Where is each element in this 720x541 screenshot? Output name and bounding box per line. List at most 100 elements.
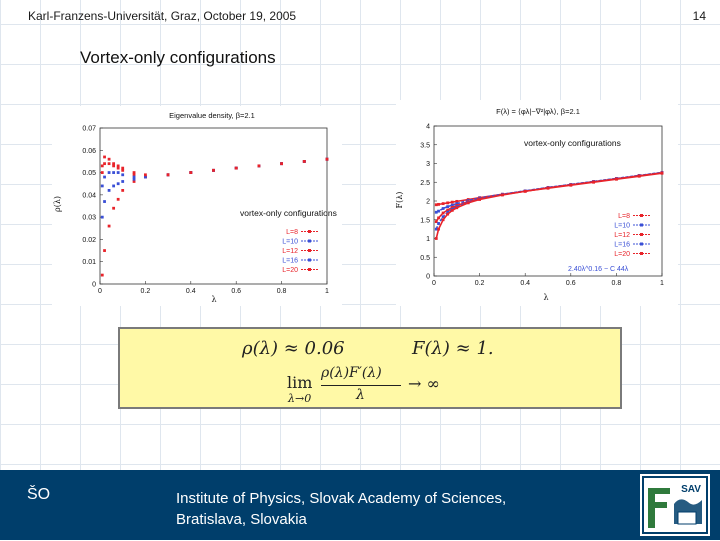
formula-lim: lim [287,373,313,392]
plot-frame [99,127,328,285]
y-tick-label: 2 [426,199,430,206]
data-point [446,212,450,216]
data-point [100,273,104,277]
legend-marker [640,242,643,246]
data-point [450,200,454,204]
data-point [132,175,136,179]
legend-marker [308,258,311,262]
y-tick-label: 0.05 [82,170,96,177]
data-point [478,198,481,201]
legend-label: L=12 [614,232,630,239]
y-axis-label: F(λ) [396,192,404,209]
data-point [112,171,116,174]
legend-label: L=20 [282,267,298,274]
legend-label: L=10 [282,239,298,246]
x-axis-label: λ [543,293,548,302]
data-point [112,164,116,168]
y-tick-label: 4 [426,124,430,131]
data-point [116,197,120,201]
legend-marker [308,239,311,243]
data-point [121,168,125,172]
data-point [441,207,445,210]
data-point [166,173,170,177]
data-point [112,162,116,166]
data-point [116,166,120,170]
fit-label: 2.40λ^0.16 − C 44λ [568,266,629,273]
y-tick-label: 0.02 [82,237,96,244]
data-point [234,166,238,170]
data-point [637,174,641,178]
header-conference: Karl-Franzens-Universität, Graz, October… [28,9,297,23]
data-point [446,210,450,214]
y-tick-label: 1.5 [420,217,430,224]
data-point [132,173,136,177]
formula-rho: ρ(λ) ≈ 0.06 [242,338,345,359]
formula-f: F(λ) ≈ 1. [412,338,494,359]
legend-marker [308,268,311,271]
formula-lim-sub: λ→0 [288,392,312,405]
fraction-bar [321,385,401,386]
data-point [434,220,438,224]
data-point [107,157,111,161]
data-point [437,227,440,231]
data-point [121,166,125,170]
data-point [112,206,116,210]
chart-title: F(λ) = ⟨φλ|−∇²|φλ⟩, β=2.1 [496,107,580,116]
x-tick-label: 0.8 [612,280,622,287]
data-point [132,180,136,183]
data-point [592,180,595,184]
data-point [144,175,147,179]
legend-label: L=8 [286,229,298,236]
data-point [103,155,106,159]
legend-label: L=10 [614,223,630,230]
legend-marker [640,233,643,236]
sav-logo: SAV [640,474,710,536]
x-tick-label: 0.4 [520,280,530,287]
y-tick-label: 0.07 [82,126,96,133]
data-point [441,215,445,219]
data-point [437,202,440,206]
data-point [100,215,104,219]
x-tick-label: 0.8 [277,288,287,295]
data-point [107,171,111,174]
formula-box: ρ(λ) ≈ 0.06 F(λ) ≈ 1. lim λ→0 ρ(λ)F′(λ) … [118,327,622,409]
legend-marker [640,252,643,255]
data-point [302,160,306,163]
data-point [446,205,450,209]
legend-marker [640,214,643,217]
data-point [189,171,193,174]
data-point [437,209,440,213]
institute-line-1: Institute of Physics, Slovak Academy of … [176,490,507,507]
data-point [660,171,664,175]
chart-annotation: vortex-only configurations [524,138,621,148]
y-tick-label: 3 [426,161,430,168]
data-point [116,164,120,168]
legend-label: L=20 [614,251,630,258]
data-point [466,201,470,205]
y-tick-label: 0.01 [82,259,96,266]
data-point [107,189,111,192]
data-point [116,171,120,174]
data-point [455,199,459,203]
data-point [107,224,111,228]
data-point [434,237,438,240]
data-point [441,202,445,206]
formula-arrow: → ∞ [408,374,440,393]
x-tick-label: 0.6 [231,288,241,295]
data-point [450,203,454,207]
data-point [100,164,104,168]
y-tick-label: 0 [92,282,96,289]
data-point [121,189,125,192]
legend-marker [308,249,311,252]
formula-numerator: ρ(λ)F′(λ) [321,365,382,381]
data-point [434,210,438,214]
data-point [212,168,215,172]
data-point [103,249,106,252]
y-tick-label: 0.06 [82,148,96,155]
legend-marker [640,223,643,227]
data-point [455,202,459,206]
data-point [434,227,438,231]
y-tick-label: 1 [426,236,430,243]
data-point [446,208,450,212]
x-tick-label: 0.4 [186,288,196,295]
